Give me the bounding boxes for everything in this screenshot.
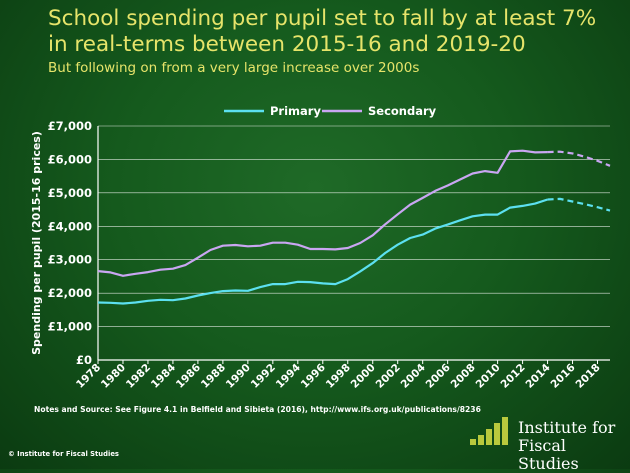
logo-line-1: Institute for (518, 418, 616, 437)
x-tick-label: 2008 (449, 362, 478, 391)
series-line-primary (97, 198, 548, 305)
logo-bars-icon (470, 417, 510, 447)
x-tick-label: 1980 (99, 362, 128, 391)
x-tick-label: 1986 (174, 362, 203, 391)
ifs-logo: Institute for Fiscal Studies (470, 417, 625, 473)
copyright-text: © Institute for Fiscal Studies (8, 450, 119, 458)
y-tick-label: £5,000 (48, 186, 92, 200)
x-tick-label: 1998 (324, 362, 353, 391)
x-tick-label: 2000 (349, 362, 378, 391)
y-axis-label: Spending per pupil (2015-16 prices) (30, 131, 43, 355)
series-line-secondary (97, 149, 548, 277)
y-tick-label: £0 (76, 353, 92, 367)
x-tick-label: 2002 (374, 362, 403, 391)
series-projection-primary (547, 197, 611, 212)
x-tick-label: 1984 (149, 362, 178, 391)
x-tick-label: 2018 (573, 362, 602, 391)
x-tick-label: 1990 (224, 362, 253, 391)
y-tick-label: £4,000 (48, 219, 92, 233)
x-tick-label: 2016 (549, 362, 578, 391)
legend-label: Primary (270, 104, 321, 118)
y-tick-label: £3,000 (48, 253, 92, 267)
series-projection-secondary (547, 150, 611, 167)
notes-and-source: Notes and Source: See Figure 4.1 in Belf… (34, 405, 481, 414)
y-tick-label: £1,000 (48, 320, 92, 334)
x-tick-label: 2010 (474, 362, 503, 391)
x-tick-label: 1988 (199, 362, 228, 391)
x-tick-label: 1982 (124, 362, 153, 391)
y-tick-label: £2,000 (48, 286, 92, 300)
x-tick-label: 1996 (299, 362, 328, 391)
chart-title: School spending per pupil set to fall by… (48, 6, 597, 57)
x-tick-label: 1994 (274, 362, 303, 391)
y-tick-label: £7,000 (48, 119, 92, 133)
x-tick-label: 2014 (524, 362, 553, 391)
legend-label: Secondary (368, 104, 437, 118)
x-tick-label: 2004 (399, 362, 428, 391)
x-tick-label: 2006 (424, 362, 453, 391)
x-tick-label: 2012 (499, 362, 528, 391)
logo-text: Institute for Fiscal Studies (518, 419, 625, 473)
logo-line-2: Fiscal Studies (518, 436, 579, 473)
chart-subtitle: But following on from a very large incre… (48, 60, 420, 76)
y-tick-label: £6,000 (48, 152, 92, 166)
x-tick-label: 1992 (249, 362, 278, 391)
